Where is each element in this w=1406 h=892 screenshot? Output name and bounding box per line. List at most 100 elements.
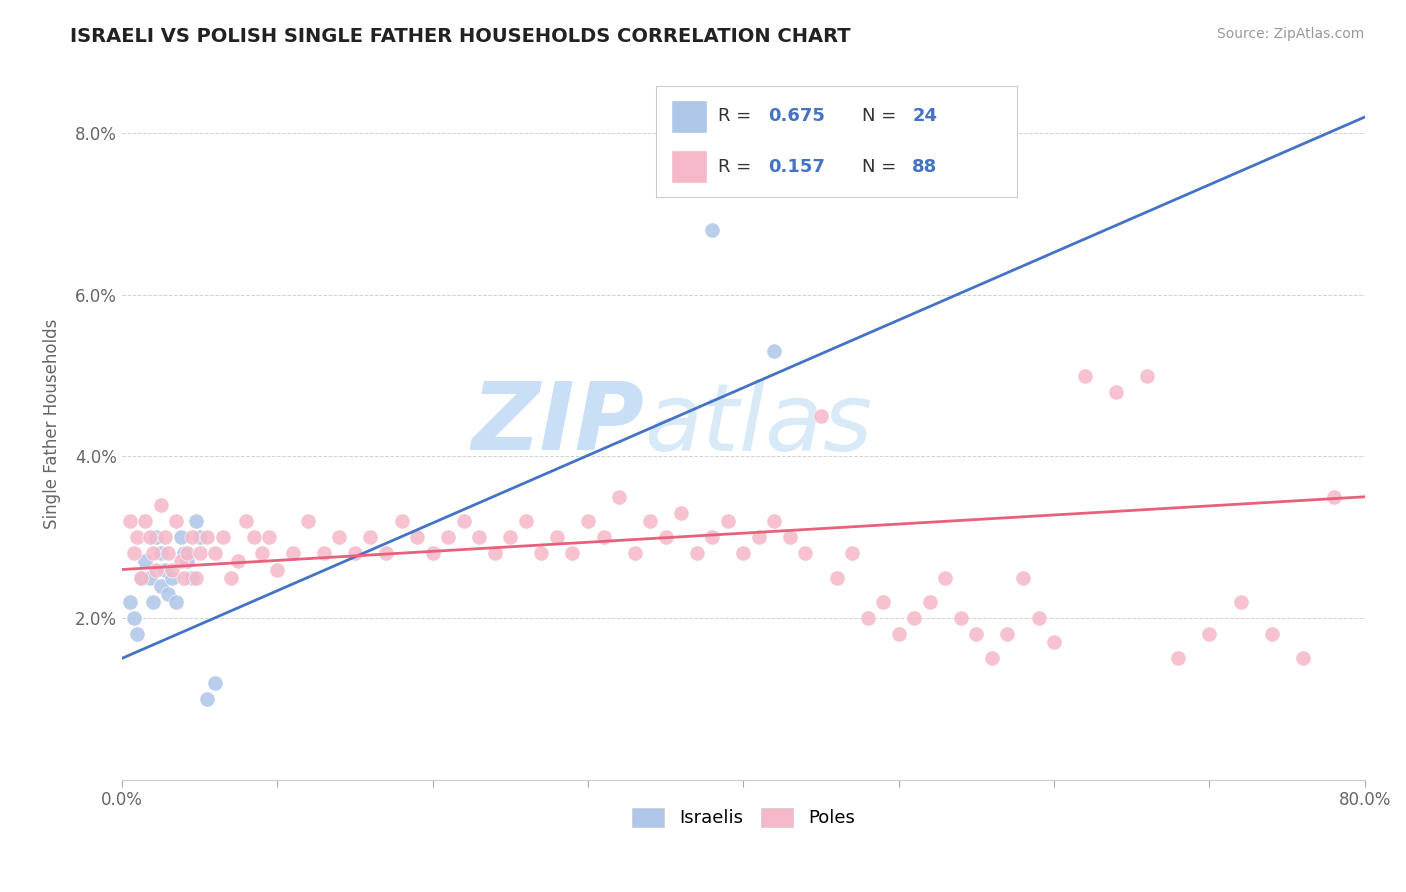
- Point: [546, 530, 568, 544]
- Point: [173, 546, 195, 560]
- Text: atlas: atlas: [644, 378, 872, 469]
- Y-axis label: Single Father Households: Single Father Households: [44, 318, 60, 529]
- Point: [638, 514, 661, 528]
- Point: [484, 546, 506, 560]
- Point: [499, 530, 522, 544]
- Point: [155, 530, 177, 544]
- Point: [134, 554, 156, 568]
- Point: [173, 571, 195, 585]
- Point: [149, 498, 172, 512]
- Point: [748, 530, 770, 544]
- Point: [406, 530, 429, 544]
- Point: [391, 514, 413, 528]
- Point: [139, 571, 162, 585]
- Point: [186, 571, 208, 585]
- Point: [160, 562, 183, 576]
- Point: [359, 530, 381, 544]
- Text: ISRAELI VS POLISH SINGLE FATHER HOUSEHOLDS CORRELATION CHART: ISRAELI VS POLISH SINGLE FATHER HOUSEHOL…: [70, 27, 851, 45]
- Point: [129, 571, 152, 585]
- Point: [170, 530, 193, 544]
- Point: [165, 514, 187, 528]
- Point: [219, 571, 242, 585]
- Point: [170, 554, 193, 568]
- Point: [934, 571, 956, 585]
- Point: [763, 344, 786, 359]
- Point: [149, 579, 172, 593]
- Point: [149, 546, 172, 560]
- Point: [623, 546, 645, 560]
- Point: [1323, 490, 1346, 504]
- Point: [763, 514, 786, 528]
- Point: [779, 530, 801, 544]
- Point: [118, 514, 141, 528]
- Point: [160, 571, 183, 585]
- Point: [810, 409, 832, 423]
- Point: [1167, 651, 1189, 665]
- Point: [343, 546, 366, 560]
- Point: [186, 514, 208, 528]
- Point: [180, 571, 202, 585]
- Point: [702, 530, 724, 544]
- Point: [1260, 627, 1282, 641]
- Point: [195, 691, 218, 706]
- Point: [841, 546, 863, 560]
- Point: [1074, 368, 1097, 383]
- Point: [1292, 651, 1315, 665]
- Point: [157, 587, 180, 601]
- Point: [980, 651, 1002, 665]
- Legend: Israelis, Poles: Israelis, Poles: [624, 801, 862, 835]
- Point: [717, 514, 740, 528]
- Point: [1012, 571, 1035, 585]
- Point: [124, 546, 146, 560]
- Point: [235, 514, 257, 528]
- Point: [733, 546, 755, 560]
- Point: [266, 562, 288, 576]
- Point: [918, 595, 941, 609]
- Point: [561, 546, 583, 560]
- Point: [176, 546, 198, 560]
- Point: [142, 595, 165, 609]
- Point: [453, 514, 475, 528]
- Point: [281, 546, 304, 560]
- Point: [243, 530, 266, 544]
- Point: [165, 595, 187, 609]
- Point: [654, 530, 676, 544]
- Point: [965, 627, 987, 641]
- Point: [127, 530, 149, 544]
- Point: [702, 223, 724, 237]
- Point: [188, 530, 211, 544]
- Point: [188, 546, 211, 560]
- Point: [155, 562, 177, 576]
- Point: [1028, 611, 1050, 625]
- Point: [1229, 595, 1251, 609]
- Point: [157, 546, 180, 560]
- Point: [139, 530, 162, 544]
- Point: [180, 530, 202, 544]
- Point: [250, 546, 273, 560]
- Point: [145, 562, 167, 576]
- Point: [134, 514, 156, 528]
- Point: [530, 546, 553, 560]
- Point: [592, 530, 614, 544]
- Point: [437, 530, 460, 544]
- Point: [887, 627, 910, 641]
- Point: [127, 627, 149, 641]
- Point: [422, 546, 444, 560]
- Point: [297, 514, 319, 528]
- Point: [1198, 627, 1220, 641]
- Point: [204, 675, 226, 690]
- Point: [212, 530, 235, 544]
- Point: [607, 490, 630, 504]
- Point: [468, 530, 491, 544]
- Point: [145, 530, 167, 544]
- Point: [856, 611, 879, 625]
- Point: [576, 514, 599, 528]
- Point: [328, 530, 350, 544]
- Point: [124, 611, 146, 625]
- Point: [794, 546, 817, 560]
- Text: Source: ZipAtlas.com: Source: ZipAtlas.com: [1216, 27, 1364, 41]
- Point: [118, 595, 141, 609]
- Point: [669, 506, 692, 520]
- Point: [872, 595, 894, 609]
- Point: [259, 530, 281, 544]
